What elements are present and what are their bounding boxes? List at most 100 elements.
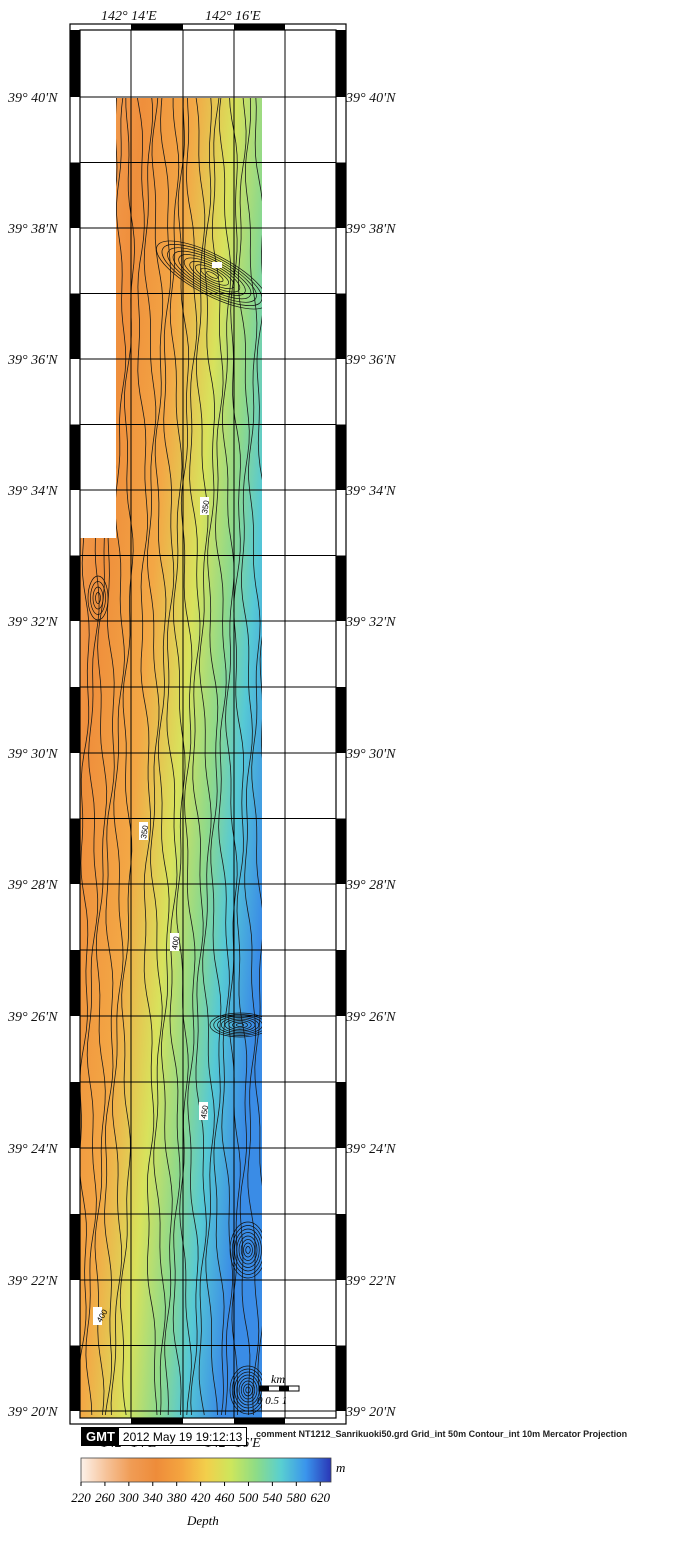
lat-label-right: 39° 30'N [345,747,396,762]
contour-label: 400 [170,935,181,950]
lat-label-right: 39° 20'N [345,1405,396,1420]
contour-line [245,98,262,1416]
graticule-grid [80,30,336,1418]
lat-label-right: 39° 32'N [345,615,396,630]
map-comment: comment NT1212_Sanrikuoki50.grd Grid_int… [256,1429,628,1439]
contour-line [161,244,262,306]
lat-label-right: 39° 24'N [345,1142,396,1157]
contour-line [136,98,158,1416]
colorbar-tick-label: 220 [71,1490,91,1505]
contour-line [204,98,225,1416]
lat-label-right: 39° 36'N [345,353,396,368]
scale-bar-ticks: 0 0.5 1 [257,1395,287,1407]
contour-label: 350 [139,824,150,839]
contour-line [200,267,224,283]
contour-label: 450 [199,1104,210,1119]
contour-line [229,98,251,1416]
data-gap [212,262,222,268]
latitude-labels: 39° 40'N 39° 40'N 39° 38'N 39° 38'N 39° 36'N… [7,91,396,1420]
colorbar-tick-label: 460 [215,1490,235,1505]
contour-line [87,575,109,621]
contour-line [245,1246,251,1254]
contour-line [90,581,106,615]
contour-line [224,1018,256,1032]
contour-line [167,247,257,303]
contour-line [238,1377,258,1403]
colorbar-label: Depth [186,1513,219,1528]
frame-bar [234,24,285,30]
contour-line [235,1023,245,1027]
lat-label-right: 39° 38'N [345,222,396,237]
contour-line [231,1225,262,1275]
lat-label-left: 39° 26'N [7,1010,58,1025]
colorbar-unit: m [336,1460,345,1475]
colorbar: 220 260 300 340 380 420 460 500 540 580 620 m Dept… [71,1457,345,1528]
contour-line [238,1235,258,1265]
frame-bar [131,1418,183,1424]
lat-label-left: 39° 36'N [7,353,58,368]
contour-line [240,1380,256,1400]
gmt-logo: GMT [82,1428,119,1445]
contour-line [143,98,166,1416]
contour-line [156,240,262,310]
contour-lines [80,98,262,1416]
timestamp-date: 2012 May 19 19:12:13 [118,1428,247,1445]
frame-bar [234,1418,285,1424]
frame-bar [336,950,346,1016]
lat-label-right: 39° 26'N [345,1010,396,1025]
colorbar-tick-label: 540 [263,1490,283,1505]
colorbar-tick-label: 500 [239,1490,259,1505]
contour-line [160,98,182,1416]
lat-label-left: 39° 20'N [7,1405,58,1420]
contour-line [232,1021,248,1029]
colorbar-ramp [80,1457,332,1483]
frame-bar [336,555,346,621]
contour-line [92,586,104,610]
colorbar-tick-label: 580 [287,1490,307,1505]
lat-label-left: 39° 38'N [7,222,58,237]
lat-label-left: 39° 24'N [7,1142,58,1157]
frame-bar [70,818,80,884]
contour-line [243,1383,253,1397]
bathymetry-swath [80,98,262,1418]
contour-line [151,98,173,1416]
lat-label-right: 39° 34'N [345,484,396,499]
frame-bar [336,1345,346,1411]
colorbar-tick-label: 300 [118,1490,139,1505]
lat-label-left: 39° 34'N [7,484,58,499]
contour-line [228,1020,252,1030]
frame-bar [336,293,346,359]
contour-line [110,98,127,1416]
contour-line [236,1232,260,1268]
gmt-timestamp: GMT 2012 May 19 19:12:13 [81,1427,248,1446]
lat-label-left: 39° 30'N [7,747,58,762]
lat-label-left: 39° 22'N [7,1274,58,1289]
contour-line [177,98,199,1416]
contour-line [240,1239,256,1261]
contour-line [95,592,101,604]
contour-line [229,1365,262,1415]
contour-line [211,98,233,1416]
frame-bar [336,424,346,490]
contour-line [213,1014,262,1036]
map-frame [69,23,347,1425]
contour-line [218,98,241,1416]
contour-line [220,1017,260,1033]
contour-labels: 350 350 400 450 400 [93,497,211,1325]
colorbar-tick-label: 420 [191,1490,211,1505]
frame-bar [70,30,80,97]
colorbar-tick-label: 340 [142,1490,163,1505]
frame-bar [70,950,80,1016]
contour-line [245,1386,251,1394]
contour-line [238,98,260,1416]
colorbar-tick-label: 620 [310,1490,330,1505]
colorbar-ticks: 220 260 300 340 380 420 460 500 540 580 620 [71,1482,330,1505]
frame-bar [70,293,80,359]
contour-line [206,271,218,279]
contour-line [194,264,230,286]
lat-label-left: 39° 32'N [7,615,58,630]
scale-bar-unit: km [271,1372,285,1386]
contour-line [195,98,218,1416]
frame-bar [70,1345,80,1411]
